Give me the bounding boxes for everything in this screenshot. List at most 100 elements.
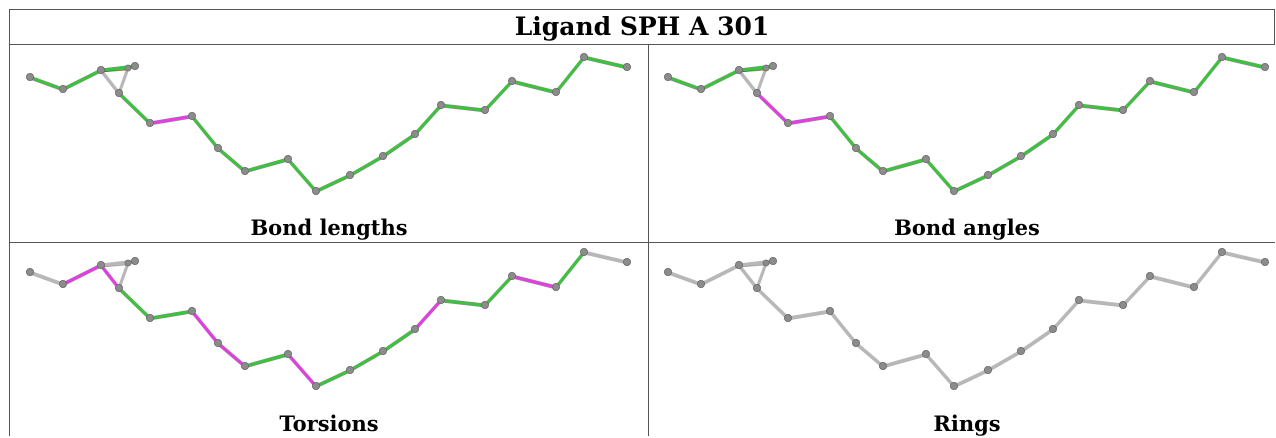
frame-right-border <box>1274 9 1275 45</box>
bond-good <box>99 66 130 72</box>
panel-torsions <box>25 248 632 390</box>
bond-neutral <box>755 286 790 320</box>
bond-neutral <box>666 270 703 286</box>
bond-good <box>828 114 858 150</box>
atom <box>768 62 777 71</box>
frame-left-border <box>9 9 10 436</box>
atom <box>753 89 762 98</box>
atom <box>507 77 516 86</box>
bond-outlier <box>190 309 220 345</box>
bond-good <box>314 173 352 193</box>
bond-good <box>737 66 768 72</box>
atom <box>130 62 139 71</box>
bond-good <box>190 114 220 150</box>
bond-neutral <box>854 341 885 368</box>
bond-good <box>243 157 290 173</box>
atom <box>213 143 222 152</box>
atom <box>1048 129 1057 138</box>
bond-neutral <box>1051 298 1081 331</box>
bond-neutral <box>737 263 759 290</box>
bond-good <box>699 68 741 91</box>
bond-good <box>61 68 103 91</box>
atom <box>480 106 489 115</box>
bond-neutral <box>737 68 759 95</box>
atom <box>1190 283 1199 292</box>
atom <box>378 346 387 355</box>
atom <box>1118 106 1127 115</box>
atom <box>1218 248 1227 257</box>
bond-good <box>483 79 514 112</box>
column-divider <box>648 44 649 436</box>
atom <box>145 119 154 128</box>
atom <box>623 63 632 72</box>
caption-bond-lengths: Bond lengths <box>250 215 408 240</box>
atom <box>921 349 930 358</box>
bond-good <box>854 146 885 173</box>
bond-neutral <box>737 261 768 267</box>
bond-good <box>216 146 247 173</box>
bond-good <box>286 157 318 193</box>
frame-top-border <box>9 9 1275 10</box>
atom <box>436 101 445 110</box>
atom <box>187 112 196 121</box>
atom <box>878 361 887 370</box>
panel-bond-angles <box>663 53 1270 195</box>
bond-neutral <box>28 270 65 286</box>
atom <box>663 268 672 277</box>
bond-neutral <box>1019 327 1055 353</box>
atom <box>762 64 770 72</box>
atom <box>410 129 419 138</box>
atom <box>187 307 196 316</box>
atom <box>59 85 68 94</box>
bond-good <box>1019 132 1055 158</box>
caption-bond-angles: Bond angles <box>894 215 1040 240</box>
bond-good <box>510 79 558 94</box>
atom <box>949 186 958 195</box>
bond-good <box>1077 103 1125 112</box>
atom <box>552 88 561 97</box>
atom <box>115 284 124 293</box>
atom <box>1145 77 1154 86</box>
atom <box>311 381 320 390</box>
atom <box>623 258 632 267</box>
bond-outlier <box>413 298 443 331</box>
bond-good <box>986 154 1023 177</box>
atom <box>124 259 132 267</box>
bond-neutral <box>786 309 832 320</box>
atom <box>345 365 354 374</box>
bond-good <box>381 132 417 158</box>
bond-good <box>952 173 990 193</box>
bond-neutral <box>986 349 1023 372</box>
bond-neutral <box>1192 250 1224 289</box>
bond-good <box>881 157 928 173</box>
bond-good <box>924 157 956 193</box>
bond-good <box>439 298 487 307</box>
atom <box>25 268 34 277</box>
panel-bond-lengths <box>25 53 632 195</box>
atom <box>410 324 419 333</box>
bond-neutral <box>1121 274 1152 307</box>
atom <box>283 349 292 358</box>
bond-good <box>666 75 703 91</box>
atom <box>436 296 445 305</box>
atom <box>1016 346 1025 355</box>
atom <box>480 301 489 310</box>
atom <box>851 143 860 152</box>
atom <box>697 280 706 289</box>
atom <box>507 272 516 281</box>
bond-good <box>117 286 152 320</box>
bond-good <box>117 91 152 125</box>
atom <box>735 261 744 270</box>
atom <box>378 151 387 160</box>
atom <box>825 112 834 121</box>
atom <box>1261 258 1270 267</box>
atom <box>115 89 124 98</box>
atom <box>983 170 992 179</box>
bond-outlier <box>510 274 558 289</box>
atom <box>1048 324 1057 333</box>
atom <box>1118 301 1127 310</box>
atom <box>25 73 34 82</box>
bond-neutral <box>755 66 768 95</box>
atom <box>762 259 770 267</box>
